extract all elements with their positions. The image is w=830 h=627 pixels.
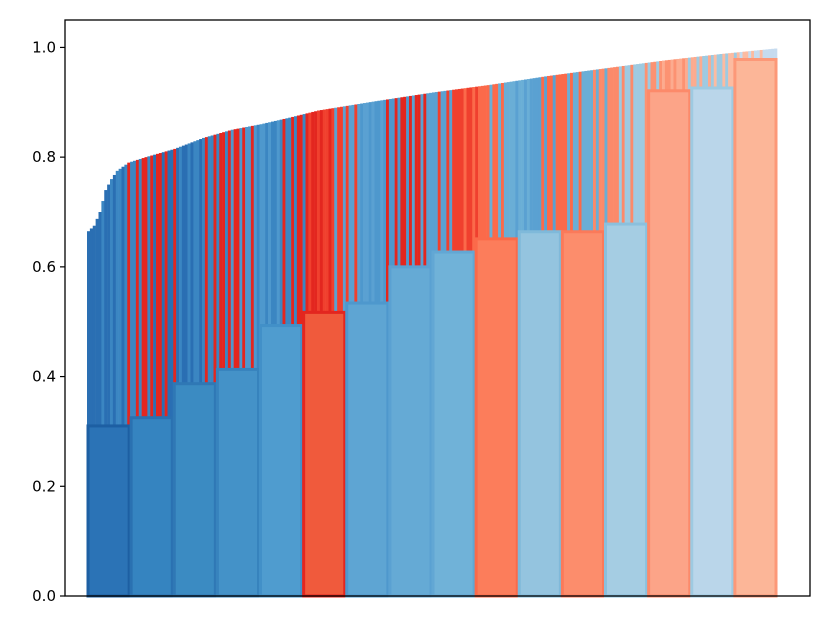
- bar-2: [129, 416, 174, 598]
- plot-frame: [64, 19, 811, 597]
- background-bar: [187, 143, 191, 596]
- background-bar: [167, 150, 171, 596]
- background-bar: [164, 151, 168, 596]
- bar-5: [259, 324, 304, 598]
- y-tick-label: 0.8: [32, 148, 56, 166]
- background-bar: [95, 218, 99, 597]
- bar-10: [474, 237, 519, 598]
- background-bar: [236, 128, 240, 596]
- bar-4: [215, 367, 261, 598]
- background-bar: [227, 130, 232, 597]
- bar-14: [647, 89, 692, 598]
- bar-1: [86, 424, 131, 598]
- background-bar: [147, 156, 151, 596]
- y-tick-label: 0.2: [32, 477, 56, 495]
- background-bar: [124, 164, 128, 596]
- background-bar: [248, 126, 252, 597]
- background-bar: [135, 159, 140, 596]
- background-bar: [170, 149, 174, 597]
- background-bar: [256, 124, 260, 596]
- background-bar: [199, 139, 203, 597]
- background-bar: [133, 160, 137, 597]
- background-bar: [202, 137, 206, 596]
- y-axis: 0.0 0.2 0.4 0.6 0.8 1.0: [32, 38, 65, 605]
- bar-9: [431, 250, 476, 598]
- background-bar: [222, 132, 226, 596]
- background-bar: [233, 129, 237, 597]
- y-tick-label: 1.0: [32, 38, 56, 56]
- background-bar: [121, 166, 125, 597]
- background-bar: [253, 125, 257, 596]
- background-bar: [181, 145, 186, 596]
- background-bar: [239, 128, 243, 596]
- background-bar: [207, 136, 211, 597]
- background-bar: [158, 153, 163, 596]
- background-bar: [216, 133, 220, 596]
- bar-16: [733, 58, 778, 598]
- background-bar: [92, 225, 96, 596]
- bar-13: [604, 222, 649, 598]
- bar-6: [302, 310, 347, 598]
- background-bar: [118, 168, 122, 597]
- background-bar: [219, 133, 223, 596]
- bar-15: [690, 86, 735, 598]
- background-bar: [89, 228, 94, 596]
- background-bar: [101, 201, 105, 596]
- background-bar: [173, 148, 177, 596]
- background-bar: [104, 190, 108, 596]
- background-bar: [107, 184, 111, 596]
- bar-12: [560, 230, 606, 598]
- bar-3: [172, 382, 217, 598]
- bar-7: [345, 301, 390, 598]
- background-bar: [110, 179, 114, 596]
- bar-8: [388, 265, 433, 598]
- background-bar: [245, 126, 249, 596]
- background-bar: [141, 158, 145, 596]
- foreground-bars: [86, 58, 778, 598]
- background-bar: [190, 142, 194, 596]
- background-bar: [153, 154, 157, 597]
- y-tick-label: 0.6: [32, 258, 56, 276]
- y-tick-label: 0.0: [32, 587, 56, 605]
- y-tick-label: 0.4: [32, 368, 56, 386]
- background-bar: [156, 153, 160, 596]
- background-bar: [112, 174, 117, 596]
- background-bar: [213, 134, 217, 596]
- background-bar: [161, 152, 165, 596]
- background-bar: [193, 141, 197, 597]
- background-bar: [150, 155, 154, 596]
- bar-11: [517, 230, 562, 598]
- background-bar: [98, 212, 102, 596]
- background-bar: [210, 135, 214, 596]
- background-bar: [225, 131, 229, 597]
- background-bar: [144, 157, 148, 596]
- background-bar: [250, 125, 255, 597]
- background-bar: [115, 170, 119, 597]
- background-bar: [230, 129, 234, 596]
- background-bar: [204, 137, 209, 596]
- background-bar: [179, 146, 183, 596]
- background-bar: [127, 162, 131, 596]
- background-bar: [130, 161, 134, 596]
- background-bar: [138, 158, 142, 596]
- background-bar: [184, 144, 188, 596]
- background-bar: [196, 140, 200, 596]
- background-bar: [176, 147, 180, 596]
- background-bar: [242, 127, 246, 597]
- background-bar: [87, 231, 91, 596]
